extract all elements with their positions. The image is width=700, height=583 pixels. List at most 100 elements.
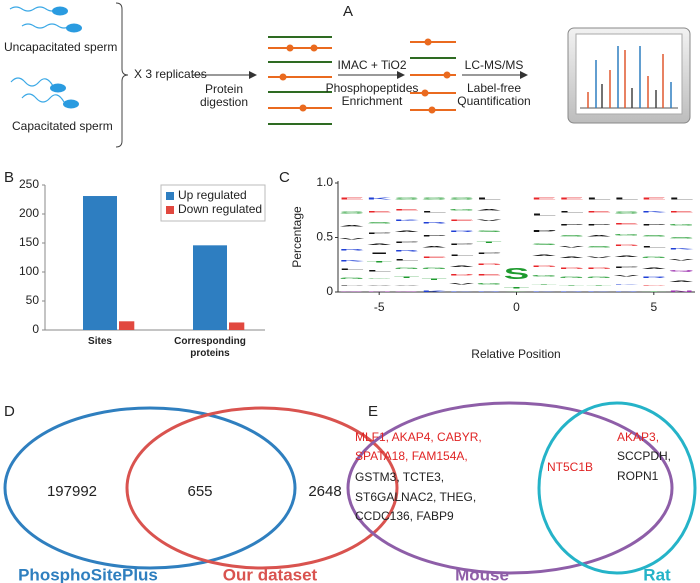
logo-letter: K	[394, 219, 423, 221]
venn-count: 197992	[47, 483, 97, 500]
logo-letter: E	[641, 197, 667, 200]
logo-letter: V	[476, 219, 503, 221]
logo-letter: K	[366, 197, 394, 200]
gene-list: MLF1, AKAP4, CABYR,	[355, 430, 482, 444]
logo-letter: A	[449, 265, 474, 267]
bar	[83, 196, 117, 330]
logo-letter: T	[421, 278, 450, 280]
x-tick-label: -5	[374, 300, 385, 314]
logo-letter: G	[641, 257, 668, 259]
venn-circle	[537, 401, 697, 575]
logo-letter: A	[339, 225, 364, 227]
logo-letter: S	[531, 243, 558, 245]
x-tick-label-box: Corresponding proteins	[174, 336, 246, 359]
gene-list: ST6GALNAC2, THEG,	[355, 490, 476, 504]
step-label: Enrichment	[342, 94, 403, 108]
panel-label: A	[343, 3, 353, 20]
logo-letter: G	[394, 268, 421, 270]
logo-letter: T	[366, 261, 395, 263]
logo-letter: R	[449, 230, 478, 232]
logo-letter: G	[531, 275, 558, 277]
logo-letter: A	[614, 255, 639, 257]
venn-count: 655	[187, 483, 212, 500]
step-label: Phosphopeptides	[326, 81, 419, 95]
x-tick-label: 0	[513, 300, 520, 314]
logo-letter: G	[559, 276, 586, 278]
logo-letter: L	[449, 254, 474, 256]
logo-letter: P	[586, 224, 613, 226]
logo-letter: V	[449, 283, 476, 285]
logo-letter: S	[394, 197, 420, 200]
logo-letter: S	[614, 211, 640, 214]
logo-letter: V	[586, 257, 613, 259]
y-tick-label: 150	[19, 235, 39, 249]
logo-letter: E	[366, 210, 393, 212]
y-tick-label: 1.0	[316, 175, 333, 189]
logo-letter: K	[531, 291, 560, 292]
logo-letter: S	[641, 235, 668, 237]
y-tick-label: 100	[19, 264, 39, 278]
logo-letter: E	[531, 197, 557, 200]
logo-letter: L	[366, 270, 391, 272]
logo-letter: V	[614, 275, 641, 277]
gene-list: ROPN1	[617, 469, 659, 483]
logo-letter: R	[476, 291, 501, 292]
logo-letter: K	[641, 210, 670, 212]
legend-label: Up regulated	[178, 188, 247, 202]
logo-letter: S	[559, 235, 586, 237]
logo-letter: P	[531, 230, 557, 233]
gene-overlap: NT5C1B	[547, 460, 593, 474]
logo-letter: E	[669, 210, 696, 212]
peptides	[268, 36, 332, 125]
logo-letter: S	[339, 211, 365, 214]
logo-letter: L	[476, 197, 505, 200]
sperm-icons	[9, 6, 82, 109]
step-label: IMAC + TiO2	[337, 58, 406, 72]
logo-letter: K	[586, 291, 615, 292]
venn-circle	[346, 401, 674, 575]
y-tick-label: 0	[32, 322, 39, 336]
logo-letter: R	[339, 249, 368, 251]
logo-letter: P	[449, 243, 476, 245]
y-tick-label: 200	[19, 206, 39, 220]
logo-letter: G	[366, 278, 393, 279]
logo-letter: L	[586, 197, 615, 200]
logo-letter: G	[614, 234, 641, 236]
logo-letter: G	[586, 276, 613, 278]
step-label: LC-MS/MS	[465, 58, 524, 72]
logo-letter: V	[366, 284, 393, 285]
logo-letter: L	[531, 213, 560, 216]
x-tick-label-box: Sites	[88, 336, 112, 347]
logo-letter: E	[614, 223, 641, 225]
panel-label: E	[368, 403, 378, 420]
logo-letter: A	[476, 209, 501, 211]
gene-list: SCCPDH,	[617, 449, 671, 463]
logo-letter: T	[476, 241, 505, 243]
logo-letter: E	[394, 209, 421, 211]
bar	[119, 321, 135, 330]
logo-letter: K	[614, 283, 643, 284]
logo-letter: Q	[669, 270, 696, 272]
logo-letter: G	[449, 209, 476, 211]
logo-letter: N	[366, 291, 391, 292]
legend-swatch	[166, 206, 174, 214]
logo-letter: S	[476, 230, 503, 232]
logo-letter: K	[421, 290, 450, 292]
logo-letter: L	[614, 197, 643, 200]
venn-label: Our dataset	[223, 565, 318, 583]
logo-letter: T	[394, 276, 423, 278]
logo-letter: S	[449, 197, 475, 200]
logo-letter: T	[559, 284, 588, 285]
logo-letter: L	[339, 269, 364, 271]
logo-letter: N	[669, 290, 694, 292]
logo-letter: S	[586, 246, 613, 248]
y-tick-label: 0	[326, 284, 333, 298]
spectrum-icon	[567, 27, 691, 124]
logo-letter: K	[669, 248, 698, 250]
logo-letter: A	[531, 254, 556, 256]
logo-letter: R	[559, 291, 584, 292]
venn-count: 2648	[308, 483, 341, 500]
logo-letter: D	[476, 263, 501, 265]
logo-letter: T	[531, 283, 560, 284]
